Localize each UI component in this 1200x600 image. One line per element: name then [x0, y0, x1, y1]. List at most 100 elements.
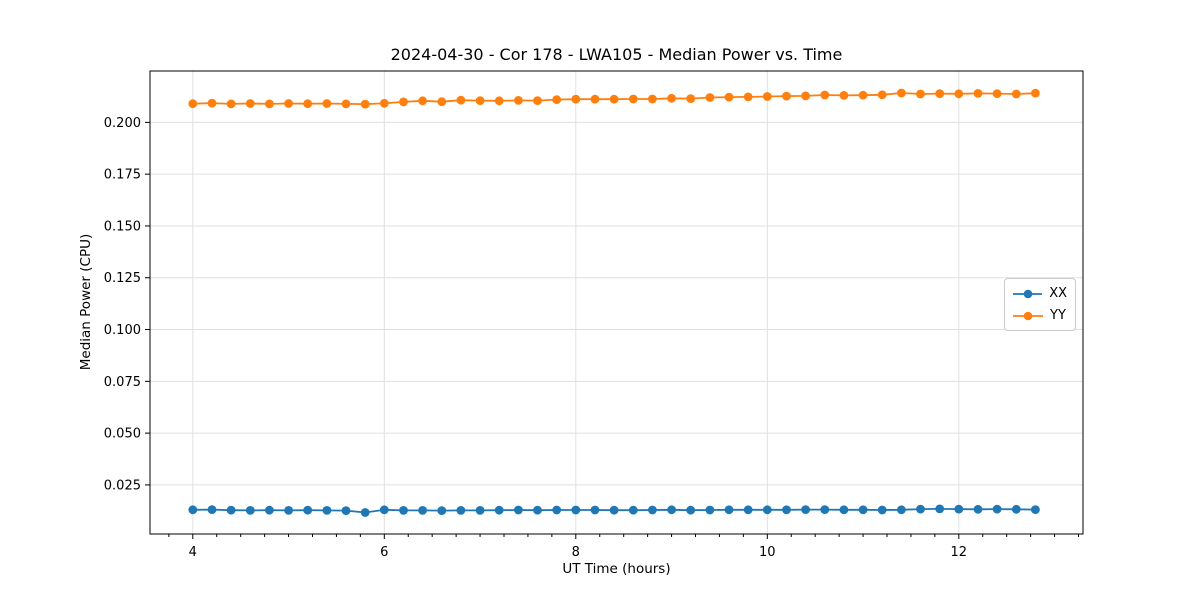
- marker-xx: [303, 505, 313, 515]
- marker-xx: [954, 504, 964, 514]
- x-tick-label: 4: [189, 545, 197, 560]
- marker-xx: [341, 506, 351, 515]
- chart-title: 2024-04-30 - Cor 178 - LWA105 - Median P…: [390, 45, 843, 64]
- x-tick-label: 10: [759, 545, 776, 560]
- legend-line-marker-xx-icon: [1013, 289, 1043, 299]
- y-tick-label: 0.200: [104, 116, 141, 131]
- marker-xx: [533, 505, 542, 515]
- marker-yy: [1031, 88, 1040, 98]
- marker-xx: [226, 505, 236, 515]
- marker-yy: [648, 94, 657, 104]
- marker-xx: [916, 504, 925, 514]
- marker-yy: [916, 89, 925, 99]
- x-axis-label: UT Time (hours): [562, 561, 671, 577]
- marker-xx: [284, 506, 293, 515]
- marker-yy: [360, 99, 370, 109]
- marker-xx: [667, 505, 676, 515]
- marker-xx: [494, 505, 504, 515]
- marker-yy: [303, 99, 313, 109]
- legend-label-xx: XX: [1049, 286, 1067, 301]
- marker-xx: [782, 505, 791, 515]
- y-tick-label: 0.100: [104, 323, 141, 338]
- marker-yy: [533, 96, 542, 105]
- marker-yy: [322, 99, 332, 108]
- marker-yy: [667, 93, 676, 103]
- y-tick-label: 0.025: [104, 478, 141, 493]
- marker-xx: [686, 505, 696, 515]
- marker-yy: [571, 94, 581, 104]
- marker-xx: [1011, 504, 1021, 514]
- x-tick-label: 8: [572, 545, 580, 560]
- marker-yy: [801, 91, 810, 101]
- marker-xx: [858, 505, 868, 515]
- marker-yy: [782, 91, 791, 101]
- marker-yy: [284, 99, 293, 108]
- marker-yy: [877, 90, 887, 100]
- marker-xx: [322, 506, 332, 515]
- marker-xx: [705, 505, 715, 515]
- marker-xx: [360, 508, 370, 517]
- marker-xx: [897, 505, 906, 515]
- marker-xx: [628, 505, 638, 515]
- marker-xx: [609, 505, 619, 515]
- legend-item-xx: XX: [1005, 283, 1075, 305]
- marker-xx: [207, 505, 217, 514]
- marker-xx: [245, 506, 255, 515]
- marker-yy: [839, 91, 849, 100]
- marker-yy: [188, 99, 198, 109]
- legend-item-yy: YY: [1005, 305, 1075, 327]
- marker-xx: [801, 505, 810, 514]
- marker-yy: [265, 99, 274, 109]
- marker-xx: [437, 506, 447, 515]
- marker-xx: [992, 504, 1002, 514]
- marker-xx: [399, 506, 408, 515]
- marker-yy: [743, 92, 753, 102]
- marker-xx: [648, 505, 657, 515]
- marker-xx: [820, 505, 830, 514]
- marker-yy: [724, 92, 734, 102]
- marker-yy: [762, 92, 772, 101]
- plot-border: [149, 70, 1084, 535]
- marker-yy: [897, 88, 906, 98]
- marker-xx: [456, 506, 466, 515]
- legend-line-marker-yy-icon: [1013, 311, 1043, 321]
- marker-yy: [418, 96, 427, 106]
- marker-yy: [973, 89, 983, 98]
- marker-xx: [935, 504, 945, 514]
- marker-yy: [341, 99, 351, 109]
- legend-label-yy: YY: [1050, 308, 1066, 323]
- y-tick-label: 0.075: [104, 375, 141, 390]
- y-tick-label: 0.050: [104, 427, 141, 442]
- marker-yy: [820, 90, 830, 100]
- marker-xx: [571, 505, 581, 515]
- marker-xx: [839, 505, 849, 515]
- marker-yy: [494, 96, 504, 106]
- marker-yy: [1011, 89, 1021, 99]
- marker-xx: [877, 505, 887, 515]
- marker-yy: [226, 99, 236, 109]
- marker-xx: [743, 505, 753, 515]
- marker-yy: [437, 97, 447, 107]
- marker-yy: [686, 94, 696, 103]
- marker-xx: [1031, 505, 1040, 514]
- marker-yy: [245, 99, 255, 108]
- y-tick-label: 0.150: [104, 219, 141, 234]
- marker-xx: [475, 506, 485, 515]
- marker-xx: [552, 505, 562, 515]
- marker-yy: [399, 97, 408, 107]
- marker-yy: [628, 94, 638, 104]
- marker-xx: [188, 505, 198, 515]
- marker-yy: [379, 98, 389, 108]
- marker-yy: [935, 89, 945, 98]
- marker-yy: [456, 95, 466, 105]
- marker-yy: [552, 95, 562, 104]
- x-tick-label: 6: [380, 545, 388, 560]
- marker-yy: [992, 89, 1002, 98]
- marker-yy: [858, 90, 868, 100]
- marker-xx: [724, 505, 734, 515]
- marker-xx: [762, 505, 772, 515]
- marker-xx: [514, 505, 523, 515]
- marker-yy: [475, 96, 485, 105]
